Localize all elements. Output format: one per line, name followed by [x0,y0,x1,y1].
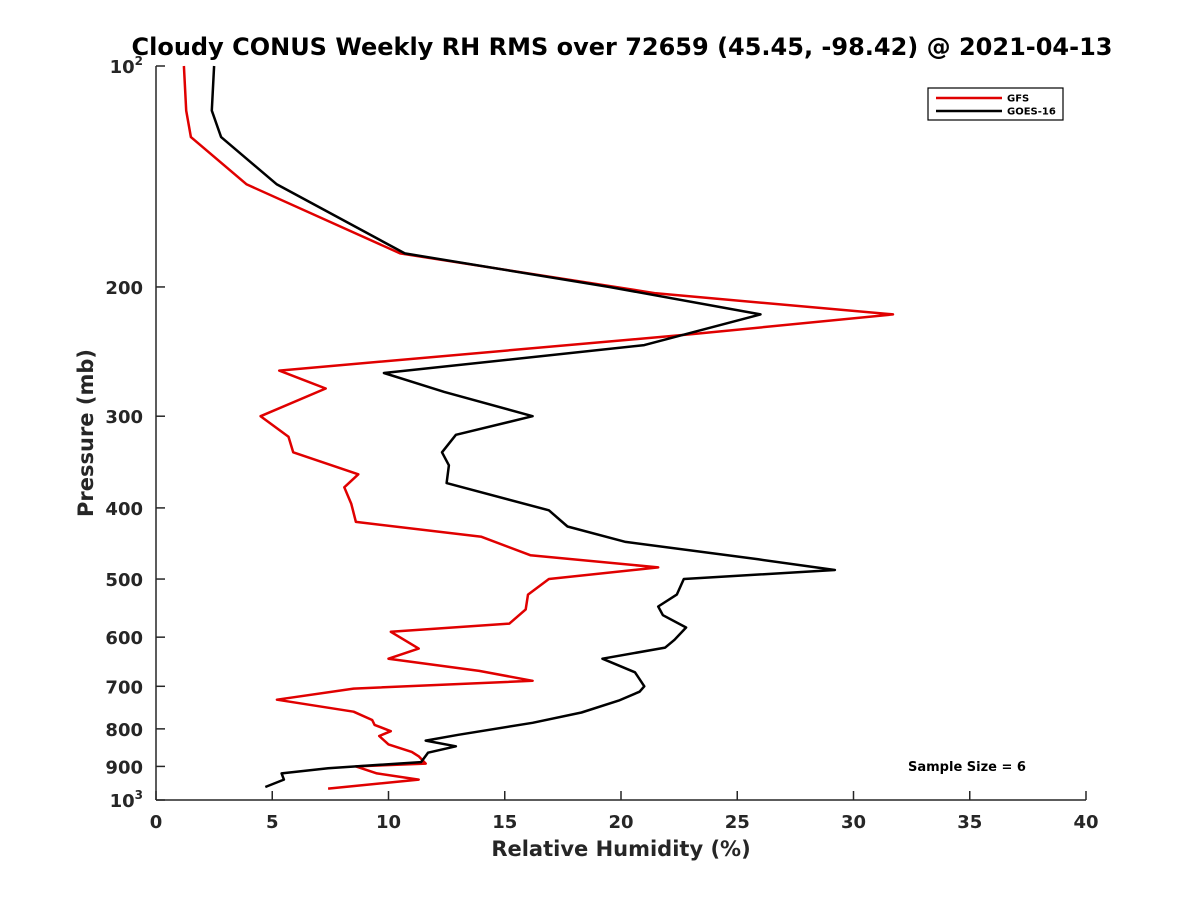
x-tick-label: 10 [376,812,401,833]
y-tick-label: 900 [105,757,143,778]
legend-box [927,87,1064,121]
x-tick-label: 15 [492,812,517,833]
series-line-goes-16 [210,65,837,789]
series-layer [182,65,895,790]
legend: GFS GOES-16 [927,87,1064,121]
y-tick-label: 600 [105,628,143,649]
legend-label-gfs: GFS [1007,94,1029,105]
y-tick-label-power: 102 [110,54,143,78]
y-tick-label: 700 [105,677,143,698]
series-line-gfs [182,65,895,790]
y-axis-label: Pressure (mb) [74,349,98,517]
x-tick-label: 20 [608,812,633,833]
y-tick-label: 400 [105,499,143,520]
legend-label-goes16: GOES-16 [1007,107,1056,118]
sample-size-annotation: Sample Size = 6 [908,760,1026,775]
x-tick-label: 25 [725,812,750,833]
x-tick-label: 35 [957,812,982,833]
x-tick-label: 0 [150,812,163,833]
y-axis-ticks: 102 200 300 400 500 600 700 800 900 103 [105,54,165,812]
y-tick-label: 800 [105,720,143,741]
x-axis-ticks: 0 5 10 15 20 25 30 35 40 [150,791,1099,833]
x-tick-label: 30 [841,812,866,833]
x-tick-label: 5 [266,812,279,833]
y-tick-label: 300 [105,407,143,428]
chart-title: Cloudy CONUS Weekly RH RMS over 72659 (4… [132,33,1113,61]
y-tick-label: 200 [105,278,143,299]
x-tick-label: 40 [1073,812,1098,833]
y-tick-label: 500 [105,570,143,591]
y-tick-label-power: 103 [110,788,143,812]
x-axis-label: Relative Humidity (%) [491,837,750,861]
